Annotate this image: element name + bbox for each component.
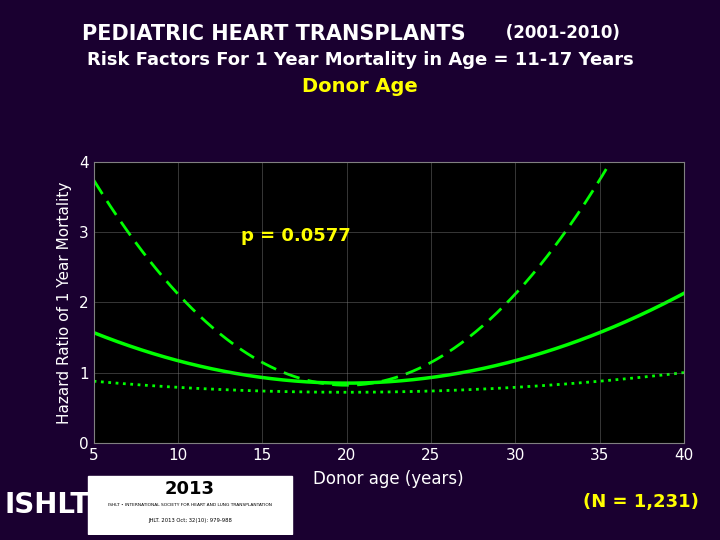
Text: ISHLT: ISHLT <box>5 491 90 519</box>
FancyBboxPatch shape <box>88 476 292 534</box>
X-axis label: Donor age (years): Donor age (years) <box>313 470 464 488</box>
Text: 2013: 2013 <box>165 480 215 498</box>
Text: (2001-2010): (2001-2010) <box>500 24 620 42</box>
Y-axis label: Hazard Ratio of 1 Year Mortality: Hazard Ratio of 1 Year Mortality <box>57 181 72 423</box>
Text: (N = 1,231): (N = 1,231) <box>582 493 698 511</box>
Text: Donor Age: Donor Age <box>302 77 418 96</box>
Text: p = 0.0577: p = 0.0577 <box>241 227 351 245</box>
Text: PEDIATRIC HEART TRANSPLANTS: PEDIATRIC HEART TRANSPLANTS <box>82 24 465 44</box>
Text: ISHLT • INTERNATIONAL SOCIETY FOR HEART AND LUNG TRANSPLANTATION: ISHLT • INTERNATIONAL SOCIETY FOR HEART … <box>108 503 272 507</box>
Text: Risk Factors For 1 Year Mortality in Age = 11-17 Years: Risk Factors For 1 Year Mortality in Age… <box>86 51 634 69</box>
Text: JHLT. 2013 Oct; 32(10): 979-988: JHLT. 2013 Oct; 32(10): 979-988 <box>148 518 232 523</box>
